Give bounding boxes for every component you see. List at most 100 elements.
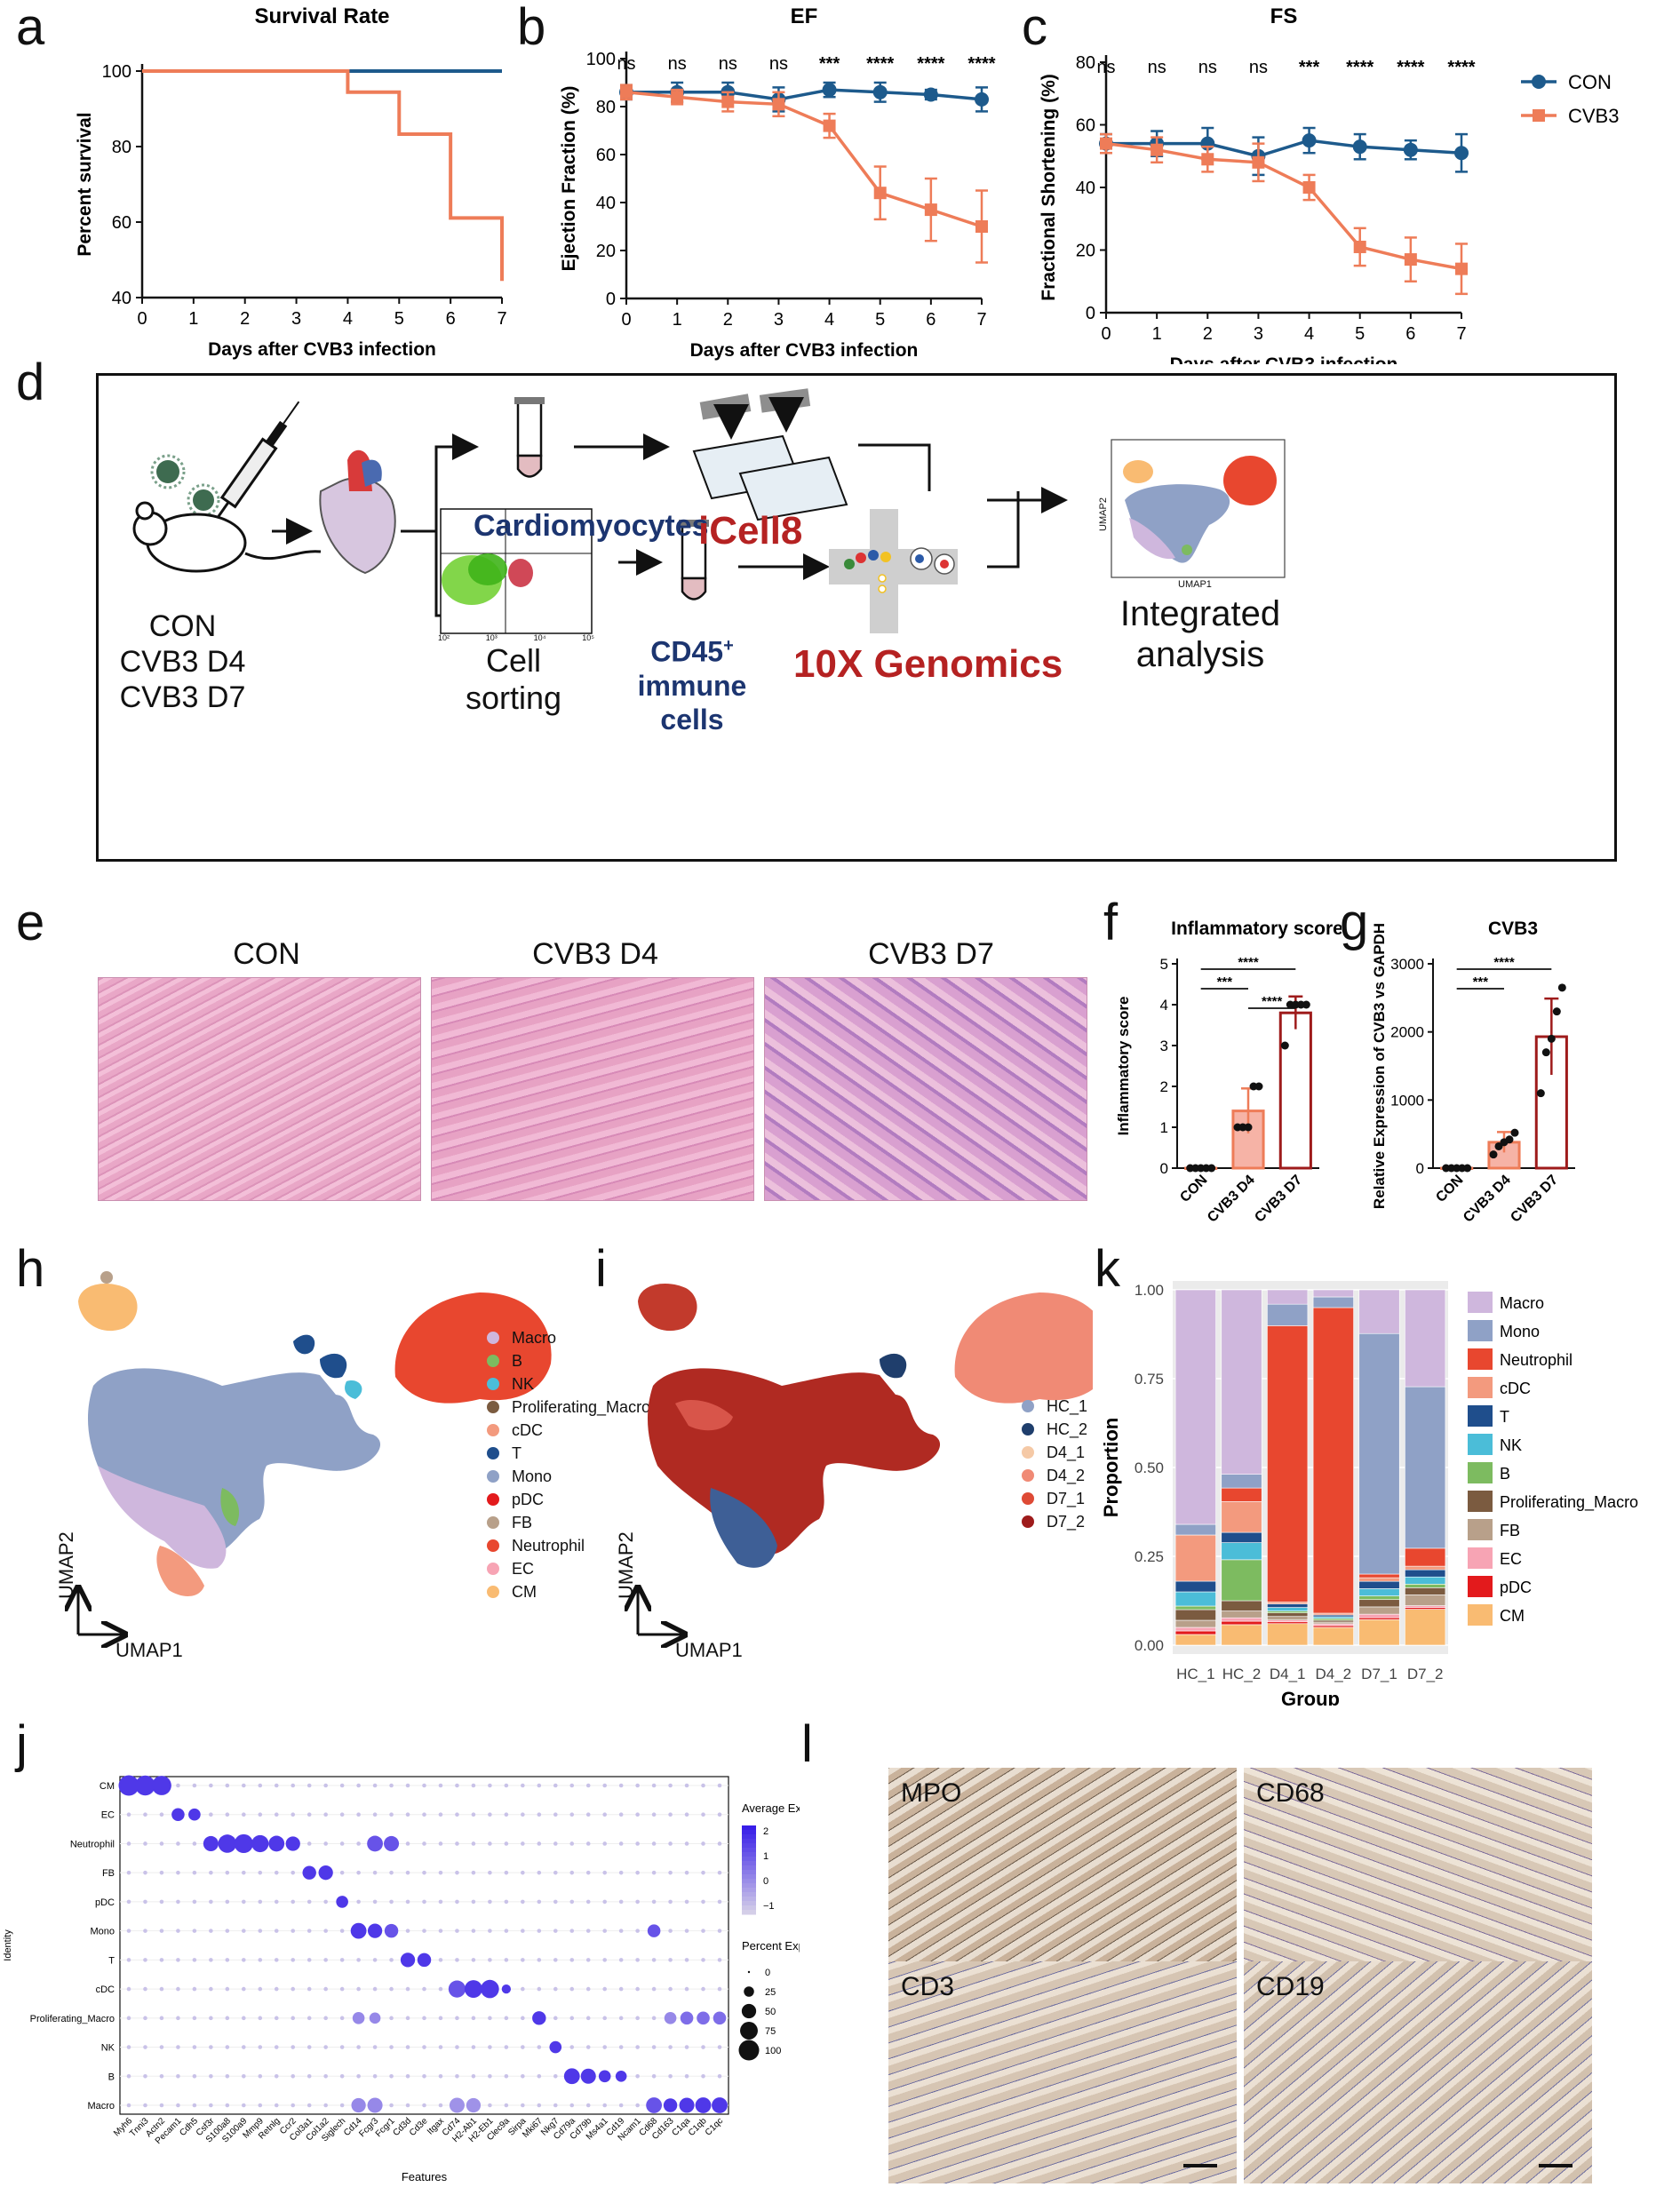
stack-segment-pdc (1358, 1617, 1400, 1620)
dot (521, 1899, 525, 1905)
dot (405, 1783, 410, 1788)
dot (389, 2103, 394, 2108)
x-tick-label: CVB3 D7 (1508, 1173, 1561, 1226)
legend-dot (487, 1401, 499, 1413)
legend-label: cDC (1500, 1380, 1531, 1397)
stack-segment-mono (1267, 1303, 1309, 1326)
colorbar-segment (742, 1825, 756, 1831)
y-tick-label: 60 (1076, 116, 1095, 136)
dot (455, 1899, 459, 1905)
dot (242, 2103, 246, 2108)
group-label-d7: CVB3 D7 (119, 680, 246, 714)
dot (504, 1929, 509, 1933)
dot (635, 1812, 640, 1817)
dot (268, 1835, 285, 1852)
cardiomyocytes-label: Cardiomyocytes (474, 509, 709, 543)
row-label: FB (102, 1868, 115, 1879)
dot (188, 1808, 201, 1821)
data-point (1254, 1082, 1263, 1091)
dot (389, 1958, 394, 1962)
dot (323, 1841, 328, 1846)
dot (323, 2073, 328, 2079)
dot (504, 1958, 509, 1962)
dot (356, 1899, 361, 1905)
stack-segment-proliferating_macro (1405, 1587, 1446, 1595)
dot (537, 2073, 542, 2079)
dot (143, 2073, 147, 2079)
legend-dot (1022, 1492, 1034, 1505)
dot (274, 1899, 279, 1905)
legend-dot (1022, 1469, 1034, 1482)
mini-umap-x: UMAP1 (1178, 579, 1212, 590)
dot (563, 2068, 580, 2085)
dot (553, 1783, 558, 1788)
stack-segment-nk (1174, 1591, 1216, 1607)
legend-swatch (1468, 1434, 1493, 1455)
dot (471, 1783, 476, 1788)
dot (504, 1783, 509, 1788)
dot (209, 1783, 213, 1788)
dot (307, 1899, 312, 1905)
dot (143, 1812, 147, 1817)
legend-label: CM (512, 1582, 537, 1601)
legend-label: D7_1 (1047, 1489, 1086, 1507)
dot (323, 1812, 328, 1817)
stack-segment-proliferating_macro (1312, 1619, 1354, 1623)
ihc-label-cd19: CD19 (1256, 1972, 1325, 2001)
y-tick-label: 20 (1076, 242, 1095, 261)
stack-segment-nk (1358, 1588, 1400, 1596)
dot (159, 1812, 164, 1817)
umap-axis-arrows (78, 1590, 123, 1634)
dot (521, 1929, 525, 1933)
dot (684, 2073, 689, 2079)
legend-label: Mono (1500, 1323, 1540, 1340)
dot (701, 2045, 705, 2049)
y-tick-label: 20 (596, 242, 616, 261)
dot (618, 1870, 624, 1875)
cell-sorting-line2: sorting (465, 680, 562, 716)
group-label-d4: CVB3 D4 (119, 645, 246, 679)
dot (307, 2103, 312, 2108)
stack-segment-t (1221, 1531, 1262, 1543)
dot (553, 1929, 558, 1933)
umap-i-axis-arrows (638, 1590, 682, 1634)
dot (537, 1812, 542, 1817)
stack-segment-neutrophil (1405, 1547, 1446, 1567)
dot (417, 1952, 432, 1968)
x-tick-label: D4_1 (1270, 1666, 1306, 1682)
dot (618, 2016, 624, 2021)
legend-item: D4_2 (1022, 1464, 1087, 1487)
dot (668, 1812, 673, 1817)
dot (389, 1812, 394, 1817)
dot (192, 2045, 197, 2049)
dot (176, 2016, 180, 2021)
row-label: pDC (95, 1897, 115, 1908)
dot (356, 1986, 361, 1992)
dot (618, 1986, 624, 1992)
legend-swatch (1468, 1320, 1493, 1341)
x-tick-label: 7 (1456, 324, 1466, 344)
stack-segment-b (1312, 1618, 1354, 1621)
stack-segment-cdc (1312, 1612, 1354, 1616)
dot (405, 1986, 410, 1992)
dot (405, 2103, 410, 2108)
panel-letter-h: h (16, 1240, 45, 1298)
umap-i-legend: HC_1 HC_2 D4_1 D4_2 D7_1 D7_2 (1022, 1395, 1087, 1533)
dot (405, 1899, 410, 1905)
data-point-cvb3 (1455, 262, 1468, 275)
dot (422, 2103, 426, 2108)
dot (598, 2070, 611, 2083)
dot (668, 1929, 673, 1933)
x-axis-label: Group (1281, 1688, 1340, 1706)
dot (384, 1923, 399, 1938)
dot (585, 1812, 591, 1817)
ihc-image-mpo: MPO (888, 1768, 1237, 1990)
dot (176, 1870, 180, 1875)
dot (635, 2073, 640, 2079)
panel-letter-f: f (1103, 894, 1119, 951)
data-point-con (1403, 142, 1418, 157)
dot (521, 2103, 525, 2108)
dot (455, 1929, 459, 1933)
data-point (1552, 1007, 1561, 1016)
size-legend-label: 100 (765, 2046, 781, 2056)
